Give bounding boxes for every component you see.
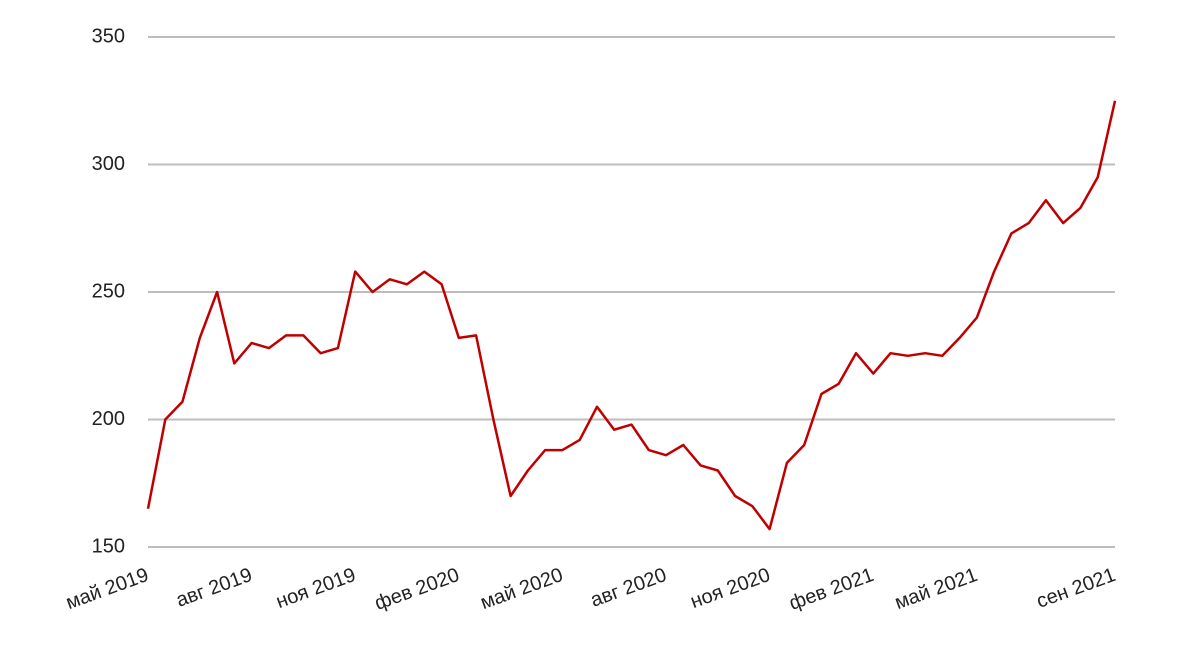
x-tick-label: ноя 2019: [273, 564, 359, 613]
y-tick-label: 200: [92, 408, 125, 430]
y-tick-label: 150: [92, 535, 125, 557]
x-tick-label: май 2020: [478, 564, 566, 614]
x-tick-label: фев 2021: [786, 564, 876, 615]
x-tick-label: фев 2020: [372, 564, 462, 615]
x-tick-label: сен 2021: [1034, 564, 1119, 613]
x-tick-label: авг 2019: [173, 564, 255, 612]
y-tick-label: 300: [92, 153, 125, 175]
x-tick-label: ноя 2020: [688, 564, 774, 613]
x-tick-label: авг 2020: [588, 564, 670, 612]
y-tick-label: 350: [92, 25, 125, 47]
x-tick-label: май 2021: [892, 564, 980, 614]
y-tick-label: 250: [92, 280, 125, 302]
x-tick-label: май 2019: [63, 564, 151, 614]
line-series: [146, 100, 1117, 531]
